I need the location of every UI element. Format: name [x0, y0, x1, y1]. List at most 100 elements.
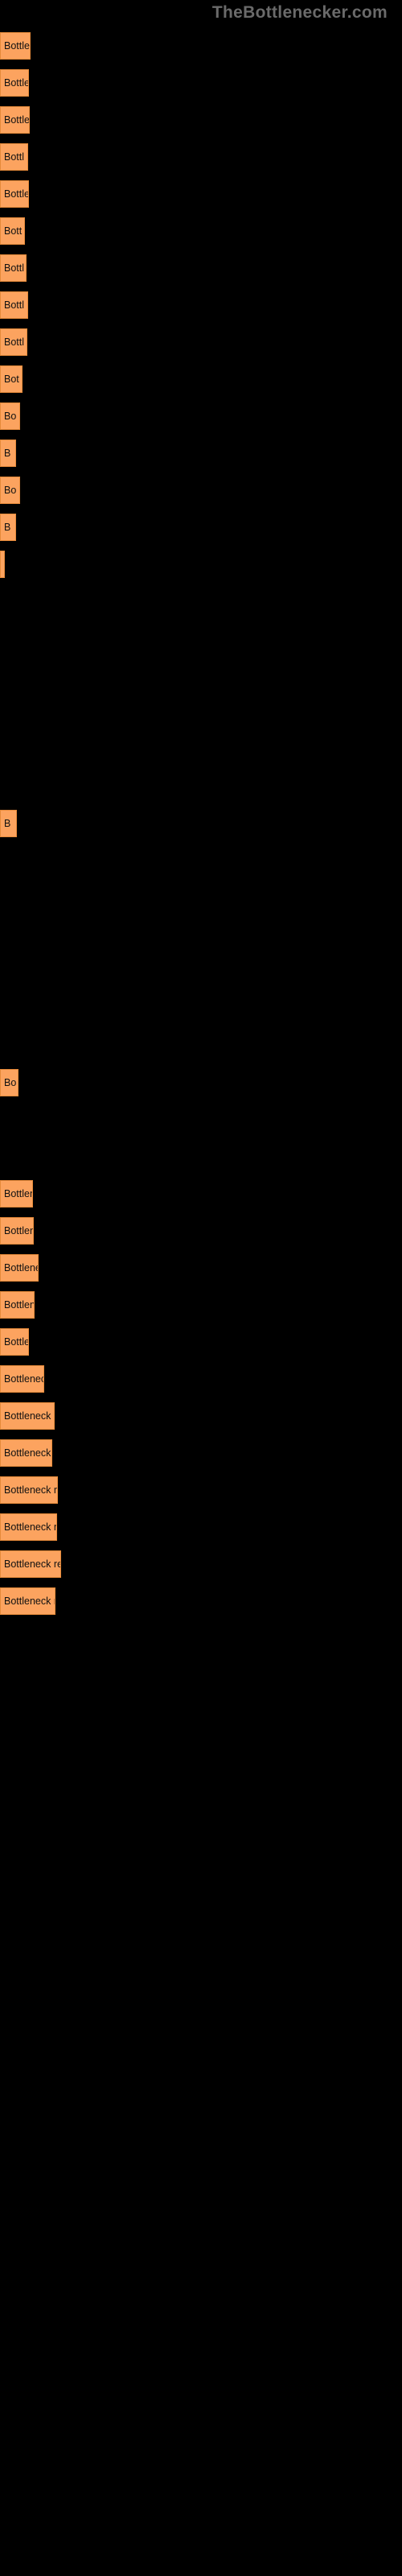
bar-label: Bottleneck r: [4, 1447, 52, 1459]
bar-label: Bottlen: [4, 40, 31, 52]
bar-label: Bottl: [4, 299, 24, 311]
bar-row: Bottleneck r: [0, 1587, 402, 1615]
bar-label: Bottle: [4, 77, 29, 89]
bar-row: [0, 995, 402, 1022]
bar: Bottle: [0, 1328, 29, 1356]
bar: Bottleneck res: [0, 1513, 57, 1541]
bar: Bott: [0, 217, 25, 245]
bar: Bottlen: [0, 32, 31, 60]
bar-label: B: [4, 448, 10, 459]
bar: Bottl: [0, 254, 27, 282]
bar-label: Bo: [4, 485, 16, 496]
bar-row: [0, 699, 402, 726]
bar-label: B: [4, 522, 10, 533]
bar-row: Bottleneck re: [0, 1402, 402, 1430]
bar-label: Bottleneck re: [4, 1410, 55, 1422]
bar-row: Bottleneck res: [0, 1513, 402, 1541]
bar-label: Bo: [4, 411, 16, 422]
bar-row: [0, 921, 402, 948]
bar: Bo: [0, 402, 20, 430]
bar-label: B: [4, 818, 10, 829]
bar-label: Bottl: [4, 151, 24, 163]
bar-row: [0, 588, 402, 615]
bar-row: Bottlene: [0, 1180, 402, 1208]
bar-row: [0, 1106, 402, 1133]
page-header: TheBottlenecker.com: [0, 0, 402, 29]
bar: Bottlene: [0, 1180, 33, 1208]
bar-row: Bottlene: [0, 1291, 402, 1319]
bar-row: Bottle: [0, 1328, 402, 1356]
bar-row: Bott: [0, 217, 402, 245]
bar-label: Bottl: [4, 262, 24, 274]
bar-label: Bottleneck: [4, 1373, 44, 1385]
bar-row: Bo: [0, 402, 402, 430]
bar-label: Bottleneck: [4, 1262, 39, 1274]
bar: Bottle: [0, 69, 29, 97]
bar: Bottleneck resi: [0, 1550, 61, 1578]
bar: Bottleneck r: [0, 1439, 52, 1467]
bar-chart: Bottlen Bottle Bottle Bottl Bottle Bott Bottl B…: [0, 29, 402, 1615]
bar-row: [0, 1032, 402, 1059]
bar: Bo: [0, 477, 20, 504]
bar: Bottleneck: [0, 1254, 39, 1282]
bar-row: Bottl: [0, 143, 402, 171]
bar: Bottleneck re: [0, 1402, 55, 1430]
bar-label: Bottleneck res: [4, 1484, 58, 1496]
bar-row: Bo: [0, 1069, 402, 1096]
bar-row: [0, 773, 402, 800]
bar: Bottle: [0, 106, 30, 134]
bar-label: Bottleneck resi: [4, 1558, 61, 1570]
bar-row: Bottle: [0, 180, 402, 208]
bar-row: Bottleneck resi: [0, 1550, 402, 1578]
bar-row: [0, 551, 402, 578]
bar-row: Bottl: [0, 291, 402, 319]
bar-label: Bottlene: [4, 1299, 35, 1311]
bar: Bottleneck r: [0, 1587, 55, 1615]
bar: Bottleneck: [0, 1365, 44, 1393]
bar-row: [0, 958, 402, 985]
bar-row: Bo: [0, 477, 402, 504]
brand-text: TheBottlenecker.com: [212, 3, 388, 22]
bar-row: [0, 625, 402, 652]
bar-row: Bottle: [0, 69, 402, 97]
bar-row: Bottleneck r: [0, 1439, 402, 1467]
bar: Bottleneck res: [0, 1476, 58, 1504]
bar-row: Bottl: [0, 328, 402, 356]
bar-label: Bo: [4, 1077, 16, 1088]
bar: Bottl: [0, 328, 27, 356]
bar-row: Bottlene: [0, 1217, 402, 1245]
bar: B: [0, 810, 17, 837]
bar-label: Bottlene: [4, 1188, 33, 1199]
bar: Bottlene: [0, 1291, 35, 1319]
bar-label: Bottl: [4, 336, 24, 348]
bar-row: B: [0, 440, 402, 467]
bar-row: [0, 884, 402, 911]
bar: Bo: [0, 1069, 18, 1096]
bar-row: [0, 662, 402, 689]
bar: Bot: [0, 365, 23, 393]
bar-label: Bott: [4, 225, 22, 237]
bar-label: Bottleneck r: [4, 1596, 55, 1607]
bar: Bottl: [0, 291, 28, 319]
bar-row: [0, 1143, 402, 1170]
bar-label: Bottle: [4, 114, 30, 126]
bar-row: [0, 847, 402, 874]
bar-label: Bottle: [4, 188, 29, 200]
bar-row: Bottleneck: [0, 1254, 402, 1282]
bar-row: Bot: [0, 365, 402, 393]
bar-row: B: [0, 514, 402, 541]
bar-row: B: [0, 810, 402, 837]
bar: B: [0, 440, 16, 467]
bar-label: Bot: [4, 374, 19, 385]
bar: Bottl: [0, 143, 28, 171]
bar-label: Bottle: [4, 1336, 29, 1348]
bar-row: Bottlen: [0, 32, 402, 60]
bar-label: Bottlene: [4, 1225, 34, 1236]
bar-row: Bottle: [0, 106, 402, 134]
bar: B: [0, 514, 16, 541]
bar: Bottle: [0, 180, 29, 208]
bar: [0, 551, 5, 578]
bar-label: Bottleneck res: [4, 1521, 57, 1533]
bar-row: Bottleneck res: [0, 1476, 402, 1504]
bar-row: Bottleneck: [0, 1365, 402, 1393]
